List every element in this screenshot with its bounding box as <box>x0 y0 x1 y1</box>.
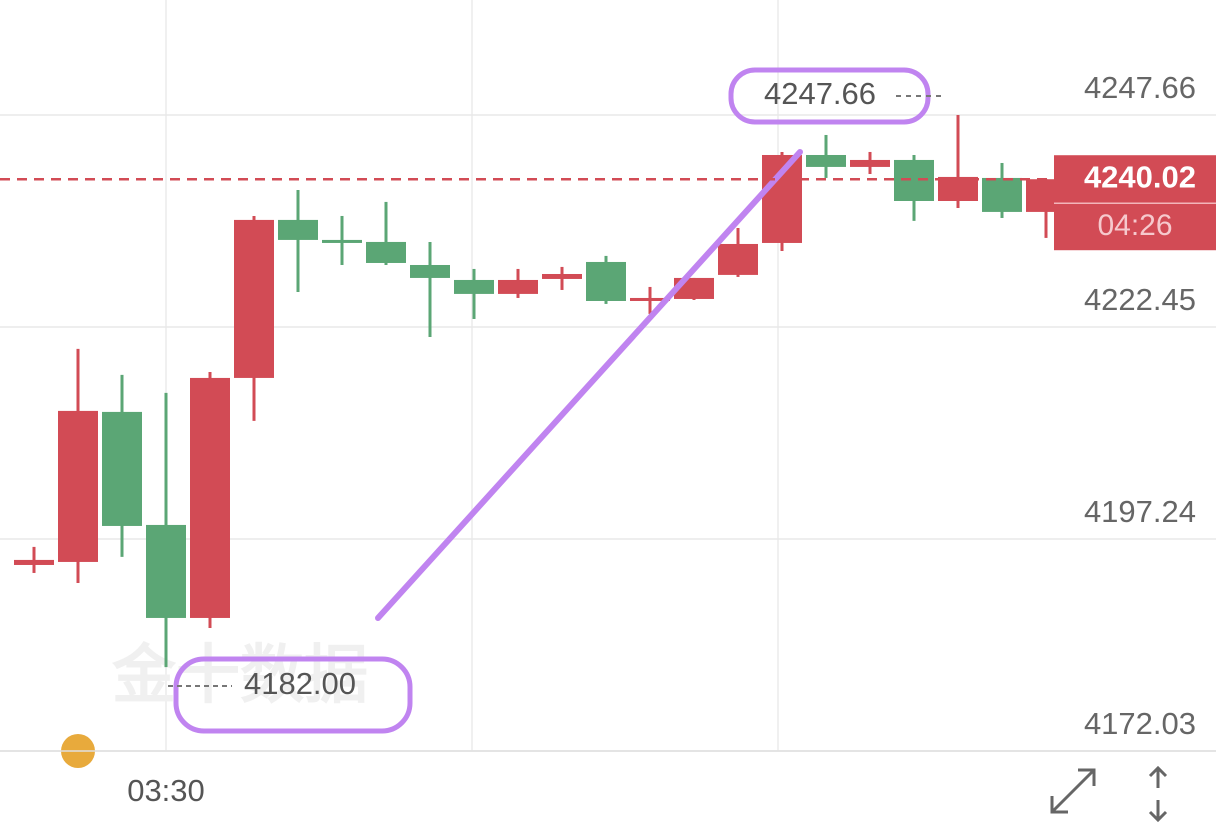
candle-body <box>102 411 142 526</box>
annotation-circle <box>173 656 413 734</box>
candle-body <box>322 239 362 243</box>
candle-body <box>146 524 186 618</box>
candle-body <box>806 154 846 167</box>
candle-body <box>14 559 54 565</box>
watermark: 金十数据 <box>111 639 368 711</box>
candle-body <box>58 410 98 562</box>
candle-body <box>850 159 890 167</box>
candle-body <box>454 279 494 294</box>
candle-body <box>542 273 582 279</box>
candle-body <box>498 279 538 294</box>
plot <box>0 114 1216 752</box>
y-tick-label: 4197.24 <box>1084 494 1196 529</box>
y-tick-label: 4172.03 <box>1084 706 1196 741</box>
candle-body <box>278 219 318 240</box>
x-tick-label: 03:30 <box>127 773 205 808</box>
candle-body <box>894 159 934 201</box>
scroll-icon[interactable] <box>1148 765 1168 823</box>
expand-icon[interactable] <box>1050 768 1096 814</box>
candle-body <box>938 176 978 201</box>
candle-body <box>982 177 1022 212</box>
candle-body <box>586 261 626 301</box>
candle-body <box>718 243 758 275</box>
candle-body <box>630 297 670 301</box>
countdown: 04:26 <box>1097 209 1172 242</box>
candle-body <box>366 241 406 263</box>
min-low-label: 4182.00 <box>244 666 356 701</box>
candle-body <box>410 264 450 278</box>
y-tick-label: 4222.45 <box>1084 282 1196 317</box>
y-tick-label: 4247.66 <box>1084 70 1196 105</box>
candle-body <box>190 377 230 618</box>
last-price-label: 4240.02 <box>1084 159 1196 194</box>
annotation-line <box>375 149 803 621</box>
max-high-label: 4247.66 <box>764 76 876 111</box>
candle-body <box>234 219 274 378</box>
